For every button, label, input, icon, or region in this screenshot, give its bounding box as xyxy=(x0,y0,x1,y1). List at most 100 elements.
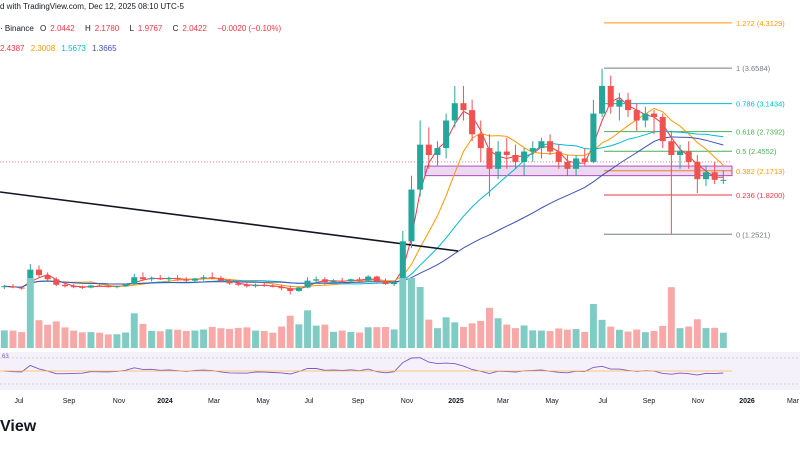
volume-bar xyxy=(70,330,78,348)
volume-bar xyxy=(96,332,104,348)
volume-bar xyxy=(226,328,234,348)
volume-bar xyxy=(555,328,563,348)
candle-body xyxy=(642,113,649,121)
volume-bar xyxy=(434,328,441,348)
x-tick-label: 2024 xyxy=(157,398,173,405)
fib-label-1: 1 (3.6584) xyxy=(736,64,771,73)
ma4-value: 1.3665 xyxy=(92,44,117,53)
candle-body xyxy=(157,277,164,280)
candle-body xyxy=(651,113,658,118)
volume-bar xyxy=(546,331,554,348)
volume-bar xyxy=(148,330,156,348)
l-value: 1.9767 xyxy=(137,24,163,33)
candle-body xyxy=(451,103,458,121)
candle-body xyxy=(35,269,43,276)
volume-bar xyxy=(130,313,138,348)
time-axis[interactable]: Jul Sep Nov 2024 Mar May Jul Sep Nov 2025 Mar May Ju… xyxy=(15,398,800,405)
volume-bar xyxy=(200,329,208,348)
x-tick-label: Mar xyxy=(787,398,800,405)
volume-bar xyxy=(459,326,467,348)
volume-bar xyxy=(35,320,43,348)
candle-body xyxy=(382,281,389,285)
volume-bar xyxy=(390,329,398,348)
candle-body xyxy=(304,280,311,288)
fib-retracement[interactable]: 1.272 (4.3129) 1 (3.6584) 0.786 (3.1434) 0.… xyxy=(604,19,785,239)
volume-bar xyxy=(373,327,381,348)
volume-bar xyxy=(191,330,199,348)
candle-body xyxy=(269,285,276,287)
fib-label-6: 0.236 (1.8200) xyxy=(736,191,785,200)
volume-bar xyxy=(537,330,545,348)
x-tick-label: Jul xyxy=(305,398,314,405)
candle-body xyxy=(174,277,181,280)
volume-bar xyxy=(399,278,407,348)
candle-body xyxy=(711,172,718,180)
fib-label-7: 0 (1.2521) xyxy=(736,230,771,239)
candle-body xyxy=(581,158,588,162)
candle-body xyxy=(191,278,198,281)
volume-bars xyxy=(0,278,727,348)
candle-body xyxy=(599,85,606,114)
candle-body xyxy=(373,276,380,282)
ma3-value: 1.5673 xyxy=(61,44,86,53)
volume-bar xyxy=(278,326,286,348)
candle-body xyxy=(87,285,94,288)
o-label: O xyxy=(40,24,47,33)
candle-body xyxy=(503,151,510,155)
candle-body xyxy=(209,277,216,279)
candle-body xyxy=(486,148,493,169)
candle-body xyxy=(425,144,432,155)
candle-body xyxy=(625,99,632,111)
volume-bar xyxy=(295,324,303,348)
volume-bar xyxy=(511,328,519,348)
ma2-value: 2.3008 xyxy=(30,44,56,53)
x-tick-label: Mar xyxy=(497,398,510,405)
fib-label-4: 0.5 (2.4552) xyxy=(736,147,777,156)
volume-bar xyxy=(338,330,346,348)
candle-body xyxy=(139,277,146,280)
volume-bar xyxy=(156,331,164,348)
candle-body xyxy=(165,277,172,280)
candle-body xyxy=(226,280,233,284)
volume-bar xyxy=(615,329,623,348)
volume-bar xyxy=(572,329,580,348)
candle-body xyxy=(564,161,571,169)
x-tick-label: 2026 xyxy=(739,398,755,405)
volume-bar xyxy=(451,322,459,348)
volume-bar xyxy=(529,330,537,348)
volume-bar xyxy=(182,330,190,348)
trendline[interactable] xyxy=(0,191,459,252)
x-tick-label: Jul xyxy=(599,398,608,405)
candle-body xyxy=(495,151,502,169)
volume-bar xyxy=(563,329,571,348)
candle-body xyxy=(200,277,207,279)
volume-bar xyxy=(26,278,34,348)
candle-body xyxy=(295,287,302,292)
volume-bar xyxy=(633,329,641,348)
volume-bar xyxy=(442,317,450,348)
volume-bar xyxy=(44,324,52,348)
candle-body xyxy=(659,117,666,142)
volume-bar xyxy=(589,304,597,348)
volume-bar xyxy=(78,332,86,348)
volume-bar xyxy=(234,327,242,348)
rsi-pane xyxy=(0,352,800,390)
volume-bar xyxy=(61,327,69,348)
ma1-value: 2.4387 xyxy=(0,44,25,53)
moving-averages xyxy=(4,96,724,290)
x-tick-label: Nov xyxy=(401,398,414,405)
c-value: 2.0422 xyxy=(182,24,207,33)
candle-body xyxy=(287,288,294,292)
candle-body xyxy=(113,286,120,288)
candle-body xyxy=(252,284,259,287)
ma3-line xyxy=(4,130,724,288)
x-tick-label: Sep xyxy=(352,398,365,405)
candle-body xyxy=(261,284,268,286)
volume-bar xyxy=(503,324,511,348)
volume-bar xyxy=(321,324,329,348)
candle-body xyxy=(61,284,69,287)
volume-bar xyxy=(659,325,667,348)
volume-bar xyxy=(711,327,719,348)
candle-body xyxy=(555,151,562,162)
